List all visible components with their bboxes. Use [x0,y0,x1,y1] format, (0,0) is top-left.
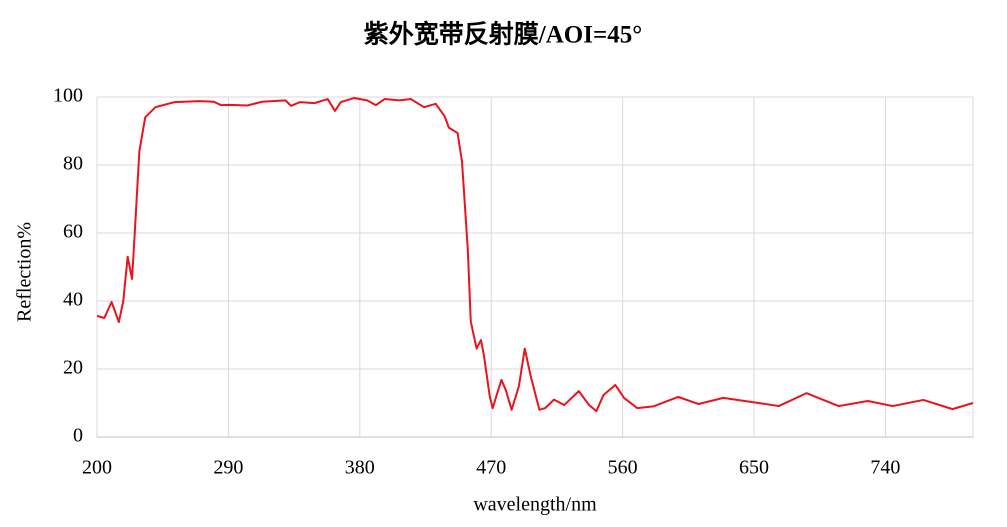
data-line [96,97,974,413]
x-tick-label: 560 [608,457,638,479]
x-tick-label: 380 [345,457,375,479]
y-tick-label: 20 [63,357,83,379]
x-tick-label: 470 [476,457,506,479]
y-tick-label: 0 [73,425,83,447]
y-axis-label: Reflection% [14,222,36,322]
x-tick-label: 740 [870,457,900,479]
x-axis-label: wavelength/nm [473,494,597,516]
y-tick-label: 60 [63,221,83,243]
x-tick-label: 650 [739,457,769,479]
y-tick-label: 100 [53,85,83,107]
y-tick-label: 40 [63,289,83,311]
y-tick-label: 80 [63,153,83,175]
chart-title: 紫外宽带反射膜/AOI=45° [364,20,642,49]
x-tick-label: 290 [213,457,243,479]
x-tick-label: 200 [82,457,112,479]
